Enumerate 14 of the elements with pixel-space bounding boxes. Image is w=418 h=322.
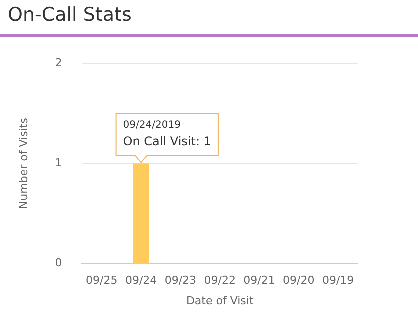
x-tick-label: 09/19 [322, 274, 354, 288]
y-tick-label: 2 [55, 56, 62, 70]
annotation: 09/24/2019 On Call Visit: 1 [123, 120, 212, 149]
x-tick-label: 09/22 [204, 274, 236, 288]
x-tick-label: 09/24 [125, 274, 158, 288]
y-tick-label: 0 [55, 256, 62, 270]
y-axis-title: Number of Visits [17, 118, 30, 210]
chart-title: On-Call Stats [8, 4, 132, 26]
x-tick-label: 09/23 [164, 274, 197, 288]
y-tick-label: 1 [55, 156, 62, 170]
x-tick-label: 09/20 [283, 274, 315, 288]
x-tick-label: 09/25 [86, 274, 118, 288]
x-tick-label: 09/21 [244, 274, 276, 288]
x-axis-title: Date of Visit [186, 294, 254, 308]
